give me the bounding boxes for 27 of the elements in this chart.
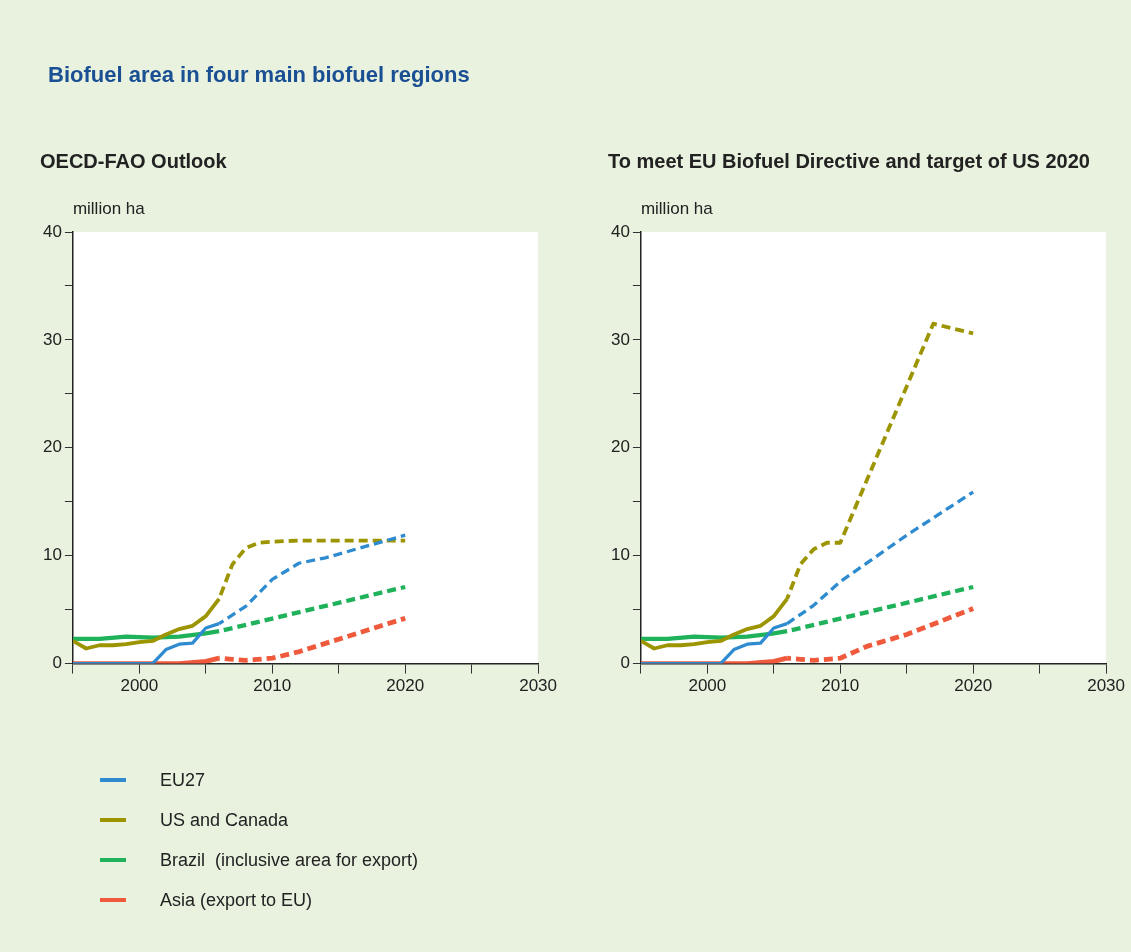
y-axis-title: million ha (640, 199, 714, 219)
y-tick-label: 40 (42, 221, 62, 241)
x-tick-label: 2010 (253, 676, 292, 696)
x-tick-label: 2030 (519, 676, 557, 696)
y-tick-label: 20 (42, 437, 62, 457)
chart-subtitle: OECD-FAO Outlook (40, 149, 228, 172)
y-tick-label: 10 (610, 545, 630, 565)
chart-subtitle: To meet EU Biofuel Directive and target of US 2020 (608, 149, 1090, 172)
y-tick-label: 0 (52, 653, 62, 673)
x-tick-label: 2010 (821, 676, 860, 696)
y-axis-title: million ha (72, 199, 146, 219)
legend-label: EU27 (160, 769, 206, 791)
y-tick-label: 30 (610, 329, 630, 349)
x-tick-label: 2020 (386, 676, 425, 696)
x-tick-label: 2030 (1087, 676, 1125, 696)
x-tick-label: 2000 (120, 676, 159, 696)
y-tick-label: 10 (42, 545, 62, 565)
chart-title: Biofuel area in four main biofuel regions (48, 62, 470, 88)
y-tick-label: 20 (610, 437, 630, 457)
legend-label: Asia (export to EU) (160, 889, 313, 911)
y-tick-label: 30 (42, 329, 62, 349)
x-tick-label: 2020 (954, 676, 993, 696)
legend-label: Brazil (inclusive area for export) (160, 849, 419, 871)
y-tick-label: 40 (610, 221, 630, 241)
x-tick-label: 2000 (688, 676, 727, 696)
legend-label: US and Canada (160, 809, 289, 831)
y-tick-label: 0 (620, 653, 630, 673)
